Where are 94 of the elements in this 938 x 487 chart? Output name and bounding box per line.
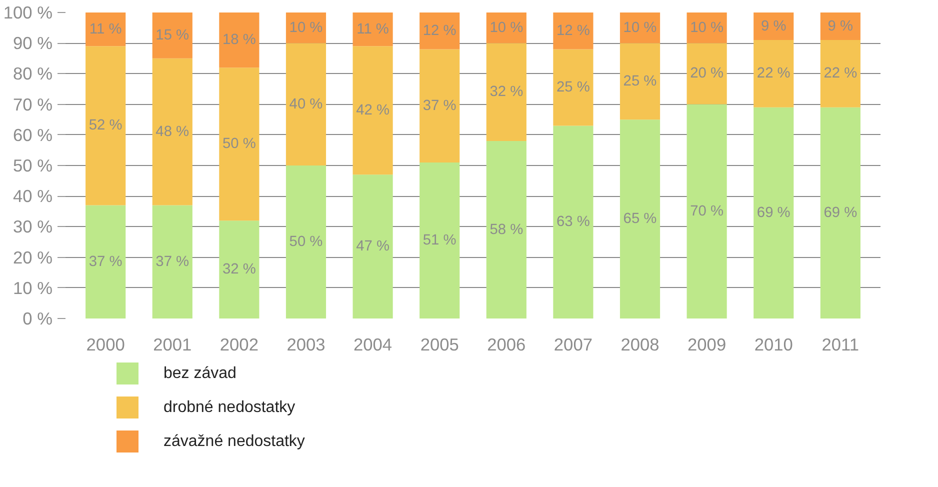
data-label: 9 % — [760, 18, 786, 34]
x-tick-label: 2007 — [554, 334, 592, 354]
data-label: 15 % — [156, 27, 190, 44]
x-tick-label: 2002 — [220, 334, 258, 354]
x-tick-label: 2000 — [86, 334, 125, 354]
y-tick-label: 0 % — [22, 308, 52, 328]
data-label: 10 % — [690, 20, 724, 36]
y-tick-label: 100 % — [3, 2, 53, 22]
x-tick-label: 2005 — [420, 334, 459, 354]
data-label: 18 % — [222, 32, 256, 48]
data-label: 50 % — [222, 136, 256, 152]
bar — [286, 43, 326, 166]
data-label: 42 % — [356, 102, 390, 118]
bar — [352, 46, 393, 175]
bar — [352, 174, 393, 318]
data-label: 12 % — [556, 22, 590, 39]
y-tick-label: 90 % — [13, 33, 53, 54]
data-label: 9 % — [828, 18, 854, 34]
data-label: 37 % — [422, 98, 456, 114]
bar — [86, 205, 126, 318]
data-label: 10 % — [490, 20, 524, 36]
x-tick-label: 2001 — [153, 334, 192, 354]
bar — [352, 12, 393, 46]
bar — [152, 58, 192, 206]
bar — [686, 104, 727, 318]
bar — [420, 12, 460, 50]
y-tick-label: 20 % — [13, 247, 53, 268]
data-label: 63 % — [556, 214, 590, 230]
data-label: 65 % — [623, 211, 657, 228]
y-tick-label: 80 % — [13, 64, 53, 84]
bar — [219, 12, 260, 68]
x-tick-label: 2009 — [688, 334, 726, 354]
bar — [686, 43, 727, 104]
bar — [553, 49, 594, 126]
data-label: 22 % — [824, 66, 858, 82]
bar — [820, 40, 860, 108]
bar — [754, 107, 794, 318]
y-tick-label: 50 % — [13, 156, 53, 176]
y-tick-label: 40 % — [13, 186, 53, 206]
data-label: 69 % — [824, 204, 858, 221]
data-label: 48 % — [156, 124, 190, 140]
data-label: 70 % — [690, 203, 724, 220]
x-tick-label: 2004 — [354, 334, 392, 354]
data-label: 11 % — [356, 21, 389, 38]
data-label: 10 % — [623, 20, 657, 36]
bar — [286, 166, 326, 318]
bar — [486, 141, 526, 318]
bar — [152, 205, 192, 318]
bar — [86, 12, 126, 46]
bar — [219, 220, 260, 318]
data-label: 52 % — [88, 118, 122, 134]
bar — [754, 40, 794, 108]
bar — [820, 107, 860, 318]
x-tick-label: 2006 — [487, 334, 526, 354]
y-tick-label: 30 % — [13, 216, 53, 237]
y-tick-label: 70 % — [13, 94, 53, 114]
data-label: 58 % — [490, 222, 524, 238]
bar — [420, 49, 460, 162]
data-label: 25 % — [556, 79, 590, 96]
legend-label: závažné nedostatky — [164, 433, 305, 450]
data-label: 47 % — [356, 238, 390, 255]
legend-label: drobné nedostatky — [164, 399, 296, 416]
bar — [820, 12, 860, 40]
y-tick-label: 60 % — [13, 124, 53, 145]
data-label: 12 % — [422, 22, 456, 39]
bar — [86, 46, 126, 206]
bar — [620, 120, 660, 318]
bar — [754, 12, 794, 40]
data-label: 22 % — [756, 66, 790, 82]
data-label: 51 % — [422, 232, 456, 248]
data-label: 10 % — [289, 20, 323, 36]
data-label: 69 % — [756, 204, 790, 221]
bar — [420, 162, 460, 318]
data-label: 37 % — [88, 254, 122, 270]
x-tick-label: 2008 — [620, 334, 660, 354]
y-tick-label: 10 % — [13, 278, 53, 298]
x-tick-label: 2010 — [754, 334, 793, 354]
bar — [553, 12, 594, 50]
bar — [486, 43, 526, 142]
bar — [152, 12, 192, 58]
x-tick-label: 2003 — [286, 334, 326, 354]
bar — [620, 43, 660, 120]
bar — [553, 126, 594, 318]
data-label: 32 % — [222, 262, 256, 278]
data-label: 40 % — [289, 96, 323, 112]
data-label: 50 % — [289, 234, 323, 250]
data-label: 32 % — [490, 84, 524, 100]
data-label: 20 % — [690, 66, 724, 82]
data-label: 37 % — [156, 254, 190, 270]
data-label: 25 % — [623, 73, 657, 90]
data-label: 11 % — [89, 21, 122, 38]
x-tick-label: 2011 — [822, 334, 860, 354]
bar — [219, 68, 260, 221]
legend-label: bez závad — [164, 365, 236, 382]
